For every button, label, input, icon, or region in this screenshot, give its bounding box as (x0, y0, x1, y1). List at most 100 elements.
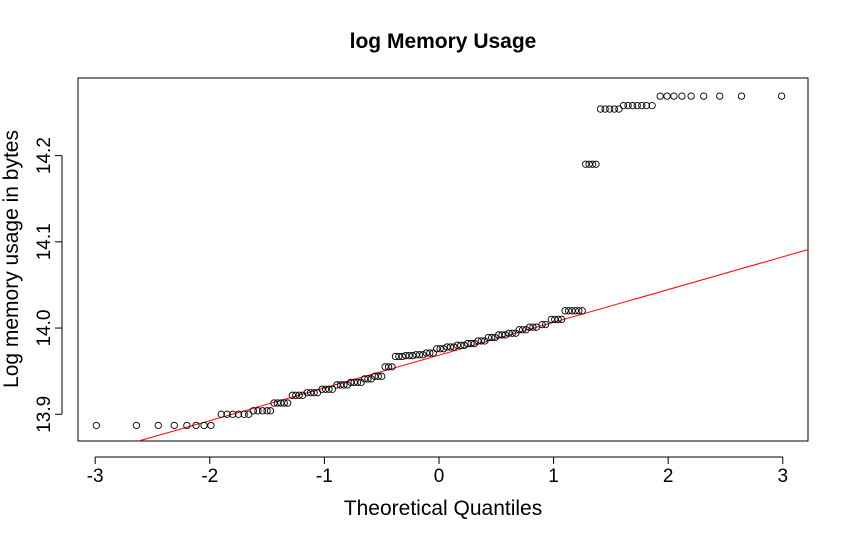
data-point (313, 389, 322, 397)
data-point (575, 307, 583, 315)
data-point (249, 407, 257, 415)
data-point (477, 337, 486, 345)
data-point (450, 343, 458, 351)
data-point (564, 307, 573, 315)
data-point (426, 349, 434, 357)
data-point (378, 372, 386, 380)
data-point (439, 345, 448, 353)
data-point (670, 92, 678, 100)
data-point (508, 329, 516, 337)
data-point (263, 407, 271, 415)
data-point (333, 381, 341, 389)
data-point (467, 339, 475, 348)
data-point (415, 351, 424, 359)
data-point (571, 307, 580, 315)
data-point (277, 399, 285, 407)
data-point (325, 385, 333, 393)
data-point (408, 351, 417, 360)
data-point (606, 105, 614, 113)
data-point (460, 341, 468, 349)
data-point (200, 421, 208, 430)
data-point (240, 410, 248, 418)
data-point (568, 307, 576, 315)
data-point (328, 385, 337, 393)
data-point (474, 337, 482, 345)
data-point (433, 345, 441, 353)
data-point (648, 101, 656, 110)
data-point (132, 421, 141, 430)
data-point (254, 407, 262, 415)
data-point (258, 407, 267, 415)
data-point (422, 349, 431, 357)
data-point (347, 378, 355, 387)
data-point (360, 375, 369, 383)
data-point (402, 351, 410, 360)
points-layer (92, 92, 786, 430)
data-point (624, 101, 632, 110)
data-point (412, 351, 420, 359)
data-point (463, 339, 472, 348)
data-point (340, 381, 348, 389)
y-tick-label: 14.0 (34, 310, 55, 347)
data-point (588, 160, 597, 168)
data-point (457, 341, 465, 349)
data-point (405, 351, 413, 360)
data-point (223, 410, 231, 418)
data-point (656, 92, 664, 100)
data-point (615, 105, 623, 113)
data-point (619, 101, 628, 110)
data-point (561, 307, 569, 315)
x-tick-label: -2 (201, 466, 218, 487)
data-point (381, 363, 389, 371)
data-point (374, 372, 382, 380)
data-point (245, 410, 253, 418)
data-point (663, 92, 671, 100)
x-tick-label: 2 (663, 466, 674, 487)
data-point (610, 105, 618, 113)
data-point (488, 333, 496, 342)
data-point (529, 323, 537, 331)
chart-title: log Memory Usage (350, 30, 537, 53)
data-point (306, 389, 315, 397)
x-tick-label: -1 (316, 466, 333, 487)
data-point (92, 421, 100, 430)
data-point (353, 378, 362, 387)
data-point (515, 326, 523, 334)
data-point (273, 399, 282, 407)
data-point (585, 160, 593, 168)
x-tick-label: 3 (777, 466, 788, 487)
data-point (642, 101, 651, 110)
data-point (284, 399, 292, 407)
data-point (266, 407, 275, 415)
data-point (395, 352, 403, 361)
data-point (350, 378, 358, 387)
y-axis-label: Log memory usage in bytes (0, 130, 23, 388)
data-point (391, 352, 400, 361)
data-point (592, 160, 600, 168)
data-point (541, 320, 550, 329)
data-point (419, 351, 427, 359)
data-point (518, 326, 527, 334)
data-point (318, 385, 326, 393)
data-point (596, 105, 605, 113)
data-point (398, 352, 406, 361)
data-point (443, 343, 451, 351)
data-point (303, 389, 311, 397)
data-point (336, 381, 345, 389)
x-tick-label: -3 (87, 466, 104, 487)
data-point (525, 323, 534, 331)
data-point (234, 410, 243, 418)
data-point (578, 307, 586, 315)
data-point (288, 391, 296, 399)
data-point (629, 101, 637, 110)
y-tick-label: 14.2 (34, 137, 55, 174)
data-point (633, 101, 641, 110)
data-point (321, 385, 330, 393)
data-point (494, 331, 503, 339)
data-point (217, 410, 225, 418)
data-point (384, 363, 393, 371)
data-point (154, 421, 162, 430)
plot-frame (77, 77, 809, 442)
data-point (192, 421, 200, 430)
